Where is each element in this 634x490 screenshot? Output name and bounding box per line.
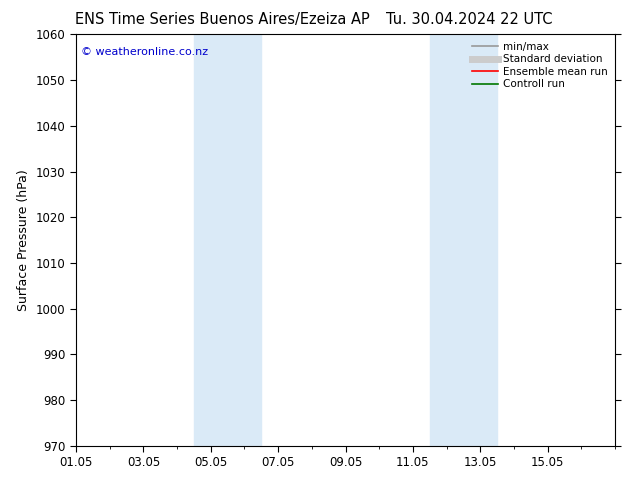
Text: Tu. 30.04.2024 22 UTC: Tu. 30.04.2024 22 UTC [386,12,552,27]
Bar [194,34,261,446]
Y-axis label: Surface Pressure (hPa): Surface Pressure (hPa) [17,169,30,311]
Text: © weatheronline.co.nz: © weatheronline.co.nz [81,47,209,57]
Text: ENS Time Series Buenos Aires/Ezeiza AP: ENS Time Series Buenos Aires/Ezeiza AP [75,12,369,27]
Bar [430,34,497,446]
Legend: min/max, Standard deviation, Ensemble mean run, Controll run: min/max, Standard deviation, Ensemble me… [467,37,612,94]
